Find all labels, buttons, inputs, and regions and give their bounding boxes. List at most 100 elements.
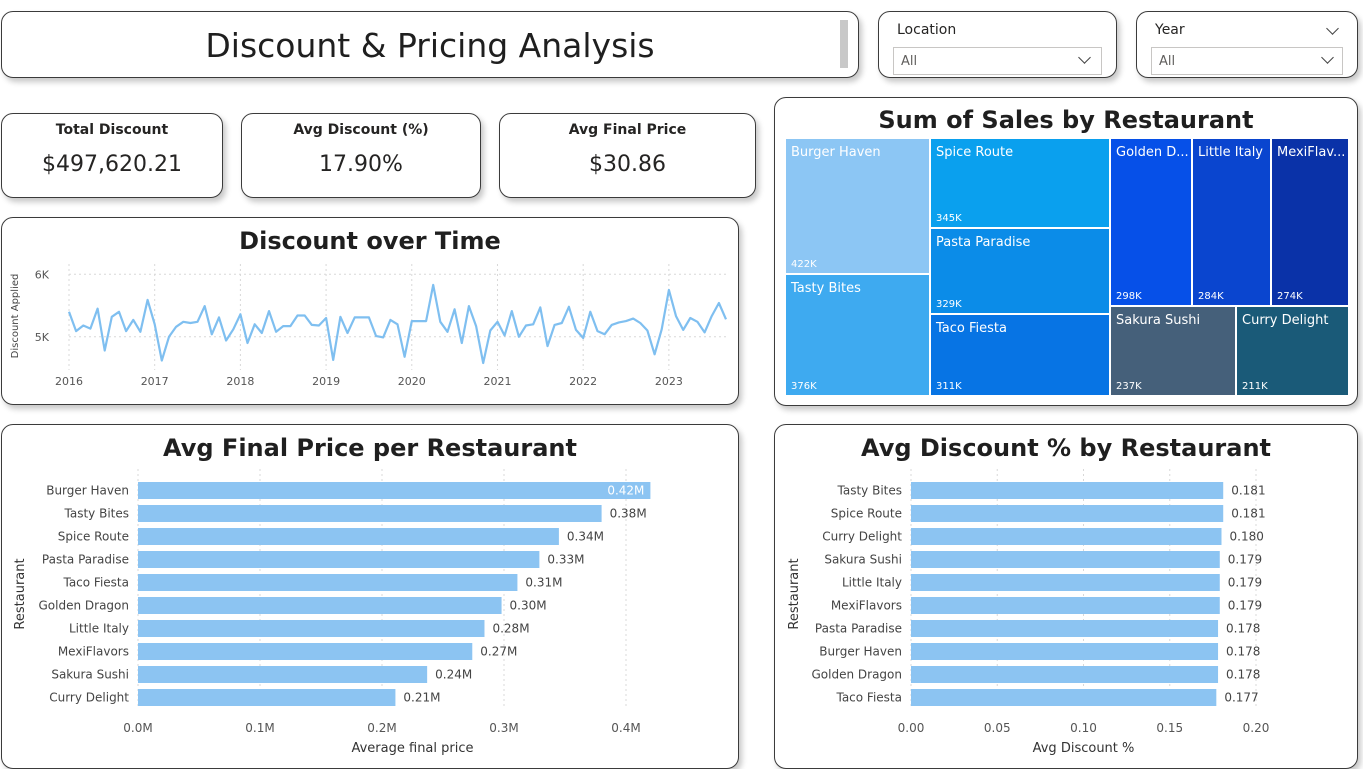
treemap-cell-value: 298K — [1116, 291, 1142, 302]
bar-chart-final-price[interactable]: 0.0M 0.1M 0.2M 0.3M 0.4M Burger Haven 0.42M Tas… — [2, 425, 738, 768]
data-label: 0.30M — [510, 599, 547, 613]
treemap-cell-golden-dragon[interactable]: Golden D... 298K — [1110, 138, 1192, 306]
treemap-cell-tasty-bites[interactable]: Tasty Bites 376K — [785, 274, 930, 396]
bar[interactable] — [138, 643, 473, 660]
x-tick-label: 0.10 — [1070, 721, 1097, 735]
treemap-cell-curry-delight[interactable]: Curry Delight 211K — [1236, 306, 1349, 396]
category-label: Tasty Bites — [837, 484, 902, 498]
bar[interactable] — [138, 689, 396, 706]
line-chart[interactable]: Discount Applied 6K 5K 2016 2017 2018 2019 202… — [2, 218, 738, 404]
bar[interactable] — [911, 574, 1220, 591]
treemap-cell-label: Spice Route — [936, 145, 1014, 160]
location-slicer[interactable]: Location All — [878, 11, 1117, 78]
bar[interactable] — [911, 666, 1219, 683]
kpi-total-discount: Total Discount $497,620.21 — [1, 113, 223, 198]
treemap-cell-value: 284K — [1198, 291, 1224, 302]
data-label: 0.27M — [480, 645, 517, 659]
year-dropdown-value: All — [1159, 54, 1176, 69]
treemap-cell-label: Burger Haven — [791, 145, 881, 160]
bar[interactable] — [911, 505, 1224, 522]
category-label: Curry Delight — [822, 530, 902, 544]
x-tick-label: 0.1M — [245, 721, 274, 735]
chevron-down-icon[interactable] — [1078, 51, 1091, 64]
kpi-label: Total Discount — [55, 122, 169, 138]
treemap-cell-label: Golden D... — [1116, 145, 1189, 160]
x-tick-label: 2021 — [483, 375, 511, 388]
treemap-cell-little-italy[interactable]: Little Italy 284K — [1192, 138, 1271, 306]
treemap-cell-value: 237K — [1116, 381, 1142, 392]
x-tick-label: 0.3M — [489, 721, 518, 735]
chevron-down-icon[interactable] — [1321, 51, 1334, 64]
treemap-cell-value: 311K — [936, 381, 962, 392]
x-axis-title: Avg Discount % — [1033, 741, 1135, 756]
chart-title: Avg Discount % by Restaurant — [860, 434, 1271, 462]
treemap-cell-spice-route[interactable]: Spice Route 345K — [930, 138, 1110, 228]
data-label: 0.42M — [607, 484, 644, 498]
kpi-label: Avg Discount (%) — [293, 122, 429, 138]
treemap-cell-label: Sakura Sushi — [1116, 313, 1201, 328]
x-tick-label: 2023 — [655, 375, 683, 388]
x-tick-label: 0.15 — [1156, 721, 1183, 735]
data-label: 0.21M — [403, 691, 440, 705]
bar[interactable] — [138, 505, 602, 522]
data-label: 0.33M — [547, 553, 584, 567]
bar[interactable] — [911, 528, 1222, 545]
bar[interactable] — [911, 689, 1217, 706]
kpi-avg-discount: Avg Discount (%) 17.90% — [241, 113, 481, 198]
location-dropdown[interactable]: All — [893, 47, 1102, 75]
category-label: Little Italy — [842, 576, 902, 590]
x-tick-label: 2020 — [398, 375, 426, 388]
year-slicer[interactable]: Year All — [1136, 11, 1358, 78]
bar[interactable] — [911, 482, 1224, 499]
treemap-cell-mexiflavors[interactable]: MexiFlav... 274K — [1271, 138, 1349, 306]
treemap[interactable]: Burger Haven 422K Tasty Bites 376K Spice Rou… — [785, 138, 1349, 396]
chevron-down-icon[interactable] — [1326, 22, 1339, 35]
page-title: Discount & Pricing Analysis — [205, 26, 655, 65]
data-label: 0.178 — [1226, 668, 1260, 682]
x-tick-label: 0.20 — [1243, 721, 1270, 735]
treemap-cell-value: 345K — [936, 213, 962, 224]
treemap-cell-sakura-sushi[interactable]: Sakura Sushi 237K — [1110, 306, 1236, 396]
treemap-cell-label: MexiFlav... — [1277, 145, 1346, 160]
avg-final-price-card: Avg Final Price per Restaurant 0.0M 0.1M 0… — [1, 424, 739, 769]
data-label: 0.177 — [1224, 691, 1258, 705]
bar[interactable] — [138, 574, 518, 591]
bar[interactable] — [138, 482, 651, 499]
bar[interactable] — [911, 551, 1220, 568]
y-axis-title: Restaurant — [787, 558, 802, 629]
kpi-value: 17.90% — [319, 152, 403, 177]
series-line[interactable] — [67, 283, 728, 365]
treemap-cell-value: 274K — [1277, 291, 1303, 302]
data-label: 0.24M — [435, 668, 472, 682]
x-tick-label: 0.00 — [898, 721, 925, 735]
x-tick-label: 0.2M — [367, 721, 396, 735]
treemap-cell-pasta-paradise[interactable]: Pasta Paradise 329K — [930, 228, 1110, 314]
bar[interactable] — [911, 597, 1220, 614]
bar[interactable] — [138, 597, 502, 614]
treemap-cell-label: Pasta Paradise — [936, 235, 1031, 250]
treemap-cell-value: 329K — [936, 299, 962, 310]
bar-chart-discount-pct[interactable]: 0.00 0.05 0.10 0.15 0.20 Tasty Bites 0.181 Spic… — [775, 425, 1357, 768]
treemap-cell-burger-haven[interactable]: Burger Haven 422K — [785, 138, 930, 274]
category-label: Spice Route — [831, 507, 902, 521]
x-tick-label: 0.05 — [984, 721, 1011, 735]
bar[interactable] — [911, 620, 1219, 637]
category-label: Sakura Sushi — [51, 668, 129, 682]
bar[interactable] — [138, 620, 485, 637]
bar[interactable] — [138, 528, 559, 545]
bar[interactable] — [138, 666, 428, 683]
category-label: Burger Haven — [819, 645, 902, 659]
treemap-cell-taco-fiesta[interactable]: Taco Fiesta 311K — [930, 314, 1110, 396]
scrollbar[interactable] — [840, 20, 848, 68]
bar[interactable] — [911, 643, 1219, 660]
data-label: 0.178 — [1226, 622, 1260, 636]
category-label: Taco Fiesta — [62, 576, 129, 590]
treemap-cell-label: Curry Delight — [1242, 313, 1329, 328]
category-label: Golden Dragon — [39, 599, 130, 613]
year-dropdown[interactable]: All — [1151, 47, 1343, 75]
data-label: 0.179 — [1228, 599, 1262, 613]
bar[interactable] — [138, 551, 540, 568]
category-label: Golden Dragon — [812, 668, 903, 682]
chart-title: Avg Final Price per Restaurant — [163, 434, 577, 462]
y-tick-label: 6K — [35, 268, 50, 281]
